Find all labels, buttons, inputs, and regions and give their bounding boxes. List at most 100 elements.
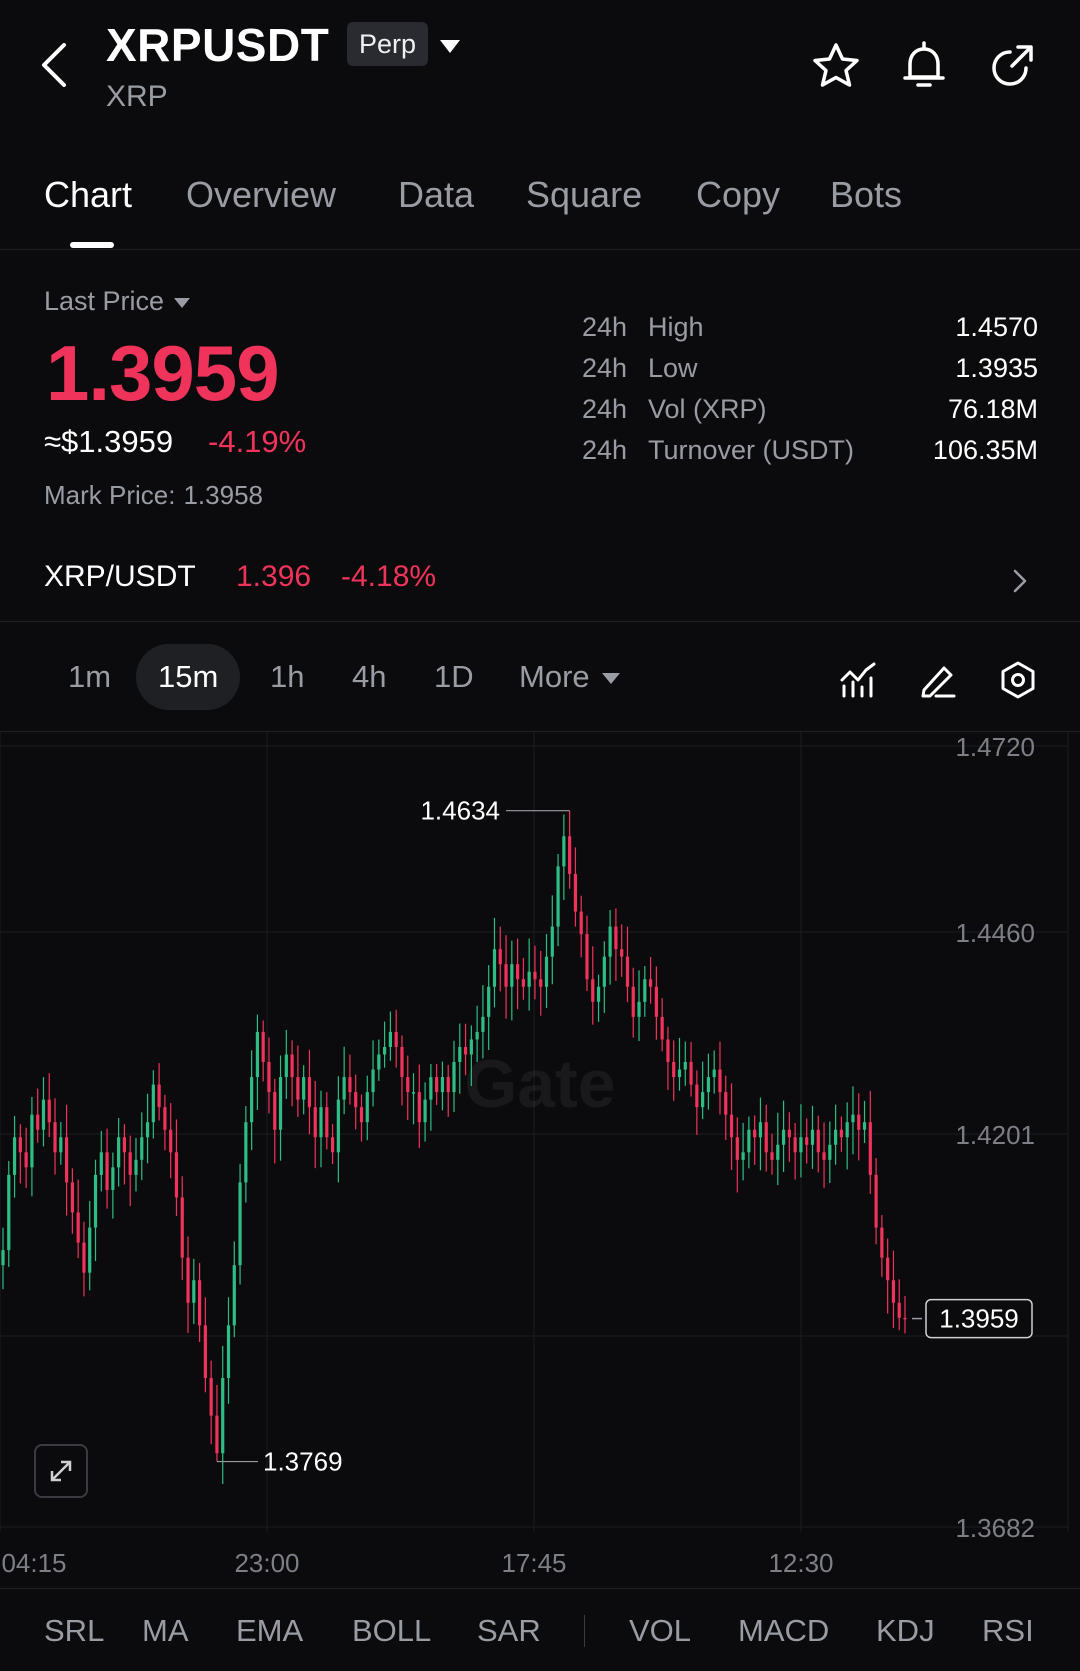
indicator-boll[interactable]: BOLL xyxy=(352,1613,432,1648)
candle-body xyxy=(521,979,525,987)
candle-body xyxy=(440,1077,445,1093)
candle-body xyxy=(880,1227,884,1258)
timeframe-more[interactable]: More xyxy=(497,644,642,710)
candle-body xyxy=(886,1257,890,1281)
timeframe-15m[interactable]: 15m xyxy=(136,644,241,710)
last-price-label: Last Price xyxy=(44,286,165,316)
candle-body xyxy=(620,949,624,957)
candle-body xyxy=(654,986,658,1017)
candle-body xyxy=(411,1092,416,1094)
tab-square[interactable]: Square xyxy=(526,174,643,215)
candle-body xyxy=(1,1250,5,1266)
candle-body xyxy=(799,1137,803,1153)
candle-body xyxy=(579,911,583,935)
candle-body xyxy=(735,1137,739,1160)
candle-body xyxy=(591,979,595,1002)
watermark: Gate xyxy=(464,1046,615,1122)
candle-body xyxy=(660,1016,664,1040)
candle-body xyxy=(215,1415,219,1454)
candle-body xyxy=(394,1031,398,1047)
timeframe-1h[interactable]: 1h xyxy=(270,659,305,694)
timeframe-4h[interactable]: 4h xyxy=(352,659,387,694)
timeframe-1m[interactable]: 1m xyxy=(68,659,112,694)
indicator-rsi[interactable]: RSI xyxy=(982,1613,1034,1648)
tab-overview[interactable]: Overview xyxy=(186,174,337,215)
candle-body xyxy=(255,1031,260,1078)
back-button[interactable] xyxy=(40,40,80,90)
indicator-icon[interactable] xyxy=(838,660,878,700)
high-marker-label: 1.4634 xyxy=(420,796,500,826)
indicator-vol[interactable]: VOL xyxy=(629,1613,692,1648)
candle-body xyxy=(163,1107,167,1130)
bell-icon[interactable] xyxy=(898,40,950,92)
main-tabs: Chart Overview Data Square Copy Bots xyxy=(0,160,1080,250)
drawing-pen-icon[interactable] xyxy=(918,660,958,700)
indicator-srl[interactable]: SRL xyxy=(44,1613,105,1648)
candle-body xyxy=(151,1084,155,1123)
candle-body xyxy=(706,1077,711,1093)
indicator-sar[interactable]: SAR xyxy=(477,1613,541,1648)
usd-price: ≈$1.3959 xyxy=(44,424,174,459)
candle-body xyxy=(874,1174,878,1228)
symbol-dropdown-icon[interactable] xyxy=(440,40,460,53)
candle-body xyxy=(388,1031,392,1047)
mark-price-value: 1.3958 xyxy=(183,480,263,510)
stat-row-low: 24h Low 1.3935 xyxy=(582,353,1038,394)
y-tick-label: 1.4720 xyxy=(955,732,1035,762)
indicator-ema[interactable]: EMA xyxy=(236,1613,304,1648)
tab-chart[interactable]: Chart xyxy=(44,174,133,215)
candle-body xyxy=(70,1182,74,1213)
low-marker-label: 1.3769 xyxy=(263,1447,343,1477)
tab-copy[interactable]: Copy xyxy=(696,174,781,215)
settings-gear-icon[interactable] xyxy=(998,660,1038,700)
contract-type-badge[interactable]: Perp xyxy=(347,22,429,66)
candle-body xyxy=(250,1077,254,1123)
spot-symbol: XRP/USDT xyxy=(44,560,196,593)
indicator-macd[interactable]: MACD xyxy=(738,1613,830,1648)
price-chart[interactable]: 1.4720 1.4460 1.4201 1.3682 04:15 23:00 17:45 1… xyxy=(0,732,1080,1588)
tab-data[interactable]: Data xyxy=(398,174,475,215)
candle-body xyxy=(637,1001,641,1017)
timeframe-1d[interactable]: 1D xyxy=(434,659,474,694)
candlestick-chart[interactable]: 1.4720 1.4460 1.4201 1.3682 04:15 23:00 17:45 1… xyxy=(0,732,1080,1588)
candle-body xyxy=(88,1227,92,1273)
candle-body xyxy=(336,1099,340,1153)
candle-body xyxy=(186,1257,190,1303)
candle-body xyxy=(770,1152,774,1160)
indicator-ma[interactable]: MA xyxy=(142,1613,189,1648)
candle-body xyxy=(30,1114,34,1168)
expand-chart-button[interactable] xyxy=(34,1444,88,1498)
candle-body xyxy=(868,1122,872,1175)
last-price-selector[interactable]: Last Price xyxy=(44,286,191,317)
indicator-bar: SRL MA EMA BOLL SAR VOL MACD KDJ RSI xyxy=(0,1588,1080,1671)
spot-pair-row[interactable]: XRP/USDT 1.396 -4.18% xyxy=(0,540,1080,622)
candle-body xyxy=(7,1174,11,1251)
share-icon[interactable] xyxy=(986,40,1038,92)
candle-body xyxy=(47,1099,51,1123)
candle-body xyxy=(776,1144,780,1160)
candle-body xyxy=(134,1159,138,1175)
candle-body xyxy=(672,1062,676,1078)
star-icon[interactable] xyxy=(810,40,862,92)
candle-body xyxy=(758,1122,763,1138)
x-tick-label: 17:45 xyxy=(501,1548,566,1578)
candle-body xyxy=(325,1107,329,1138)
expand-icon xyxy=(50,1460,72,1482)
candle-body xyxy=(781,1129,786,1145)
tab-bots[interactable]: Bots xyxy=(830,174,903,215)
symbol-title[interactable]: XRPUSDT xyxy=(106,19,330,71)
indicator-kdj[interactable]: KDJ xyxy=(876,1613,935,1648)
active-tab-indicator xyxy=(70,242,114,248)
candle-body xyxy=(232,1265,236,1326)
candle-body xyxy=(41,1099,46,1130)
candle-body xyxy=(93,1174,98,1228)
base-asset-label: XRP xyxy=(106,80,168,113)
candle-body xyxy=(128,1152,132,1175)
candle-body xyxy=(839,1129,843,1138)
candle-body xyxy=(822,1152,826,1160)
candle-body xyxy=(429,1077,433,1100)
candle-body xyxy=(371,1069,375,1093)
candle-body xyxy=(423,1099,427,1123)
candle-body xyxy=(203,1325,207,1379)
candle-body xyxy=(53,1122,57,1153)
